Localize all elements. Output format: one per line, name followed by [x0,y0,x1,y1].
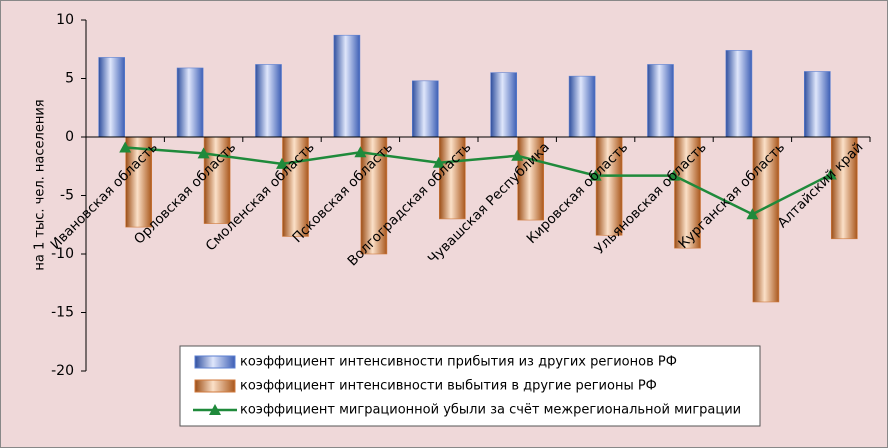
y-tick-label: -20 [51,363,74,379]
bar [490,72,518,138]
bar [411,80,439,138]
bar [517,136,545,221]
y-tick-label: -5 [60,188,74,204]
marker [668,169,680,181]
bar [595,136,623,236]
legend-marker [209,404,221,415]
bar [568,75,596,138]
bar [98,57,125,138]
legend-label: коэффициент интенсивности выбытия в друг… [240,379,657,394]
marker [824,168,837,180]
marker [119,141,132,153]
legend [179,345,761,427]
marker [354,146,367,158]
marker [197,147,210,159]
marker [589,169,602,181]
legend-swatch [194,355,236,369]
marker [432,156,445,168]
marker [746,208,759,220]
bar [333,34,361,138]
y-tick-label: 5 [65,71,74,87]
legend-label: коэффициент интенсивности прибытия из др… [240,355,677,370]
bar [255,64,282,138]
bar [176,67,204,138]
legend-swatch [194,379,236,393]
bar [203,136,231,224]
bar [438,136,466,220]
bar [125,136,152,228]
bar [830,136,858,240]
y-tick-label: -15 [51,305,74,321]
y-axis-label: на 1 тыс. чел. населения [33,99,48,270]
bar [725,50,753,138]
bar [674,136,701,249]
bar [282,136,309,237]
legend-label: коэффициент миграционной убыли за счёт м… [240,403,741,418]
y-tick-label: 10 [56,12,74,28]
y-tick-label: 0 [65,129,74,145]
marker [511,149,524,161]
bar [752,136,780,303]
y-tick-label: -10 [51,246,74,262]
bar [647,64,674,138]
marker [276,157,288,169]
bar [803,71,831,138]
line [125,146,832,216]
